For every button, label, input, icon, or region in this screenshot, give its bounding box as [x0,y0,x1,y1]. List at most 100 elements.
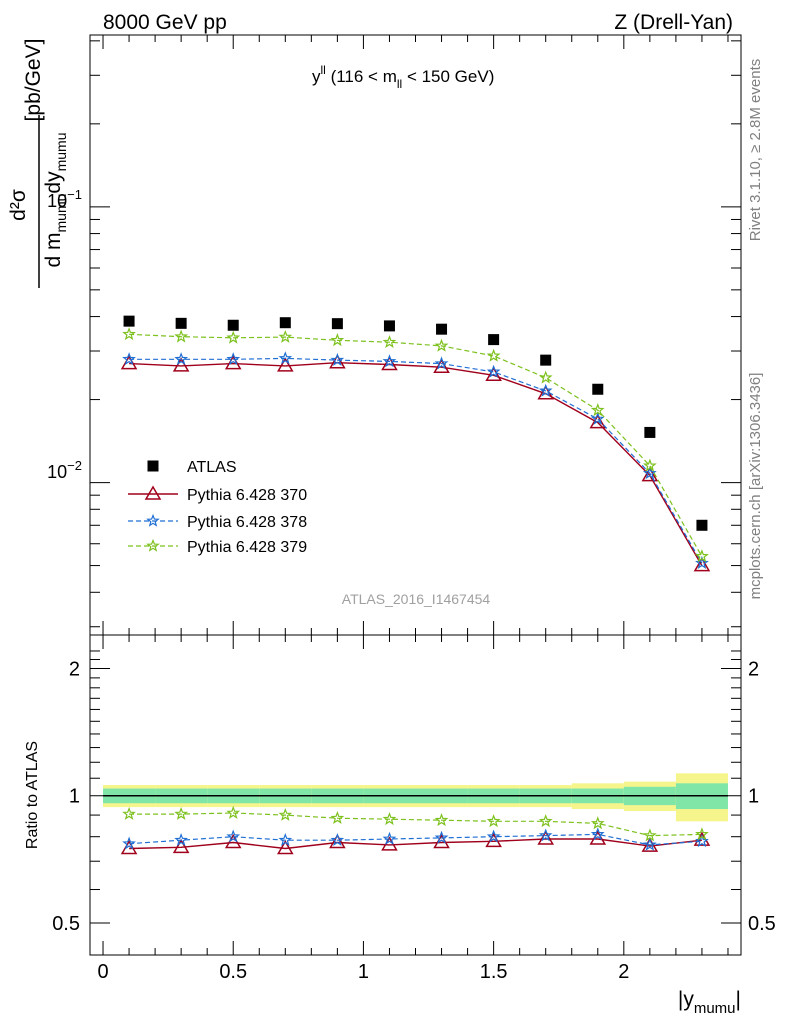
main-series-pythia-6-428-379-point [382,334,397,348]
ratio-series-pythia-6-428-379-point [174,806,189,820]
main-series-pythia-6-428-378-point [330,352,345,367]
ratio-series-pythia-6-428-370-point [589,830,607,845]
main-series-group [120,315,711,572]
ratio-axis-ticks [90,635,741,955]
ratio-series-pythia-6-428-378-point [278,833,293,846]
main-series-pythia-6-428-379-point [330,333,345,347]
main-y-label: d²σ d mmumudymumu [pb/GeV] [7,39,69,288]
ratio-ytick-label-right: 1 [748,786,759,808]
ratio-series-pythia-6-428-378-point [226,829,241,843]
ratio-series-pythia-6-428-379-point [538,814,553,828]
legend-label-pythia-6-428-379: Pythia 6.428 379 [187,539,307,556]
main-series-pythia-6-428-370-point [433,358,450,373]
main-series-pythia-6-428-378-point [642,466,657,480]
ratio-ytick-label: 0.5 [52,913,80,935]
main-title: yll (116 < mll < 150 GeV) [312,63,494,91]
ratio-y-label: Ratio to ATLAS [24,741,41,849]
ratio-series-pythia-6-428-379-point [122,806,136,820]
ratio-series-pythia-6-428-378-point [486,829,501,843]
main-series-pythia-6-428-379-point [226,330,241,344]
ratio-series-pythia-6-428-378-point [122,836,136,850]
main-series-pythia-6-428-370-point [693,557,711,572]
ytick-label-0.1: 10−1 [47,187,82,211]
ratio-series-pythia-6-428-370-point [537,830,555,845]
ratio-series-pythia-6-428-370-line [129,838,702,850]
main-series-pythia-6-428-379-point [538,370,553,384]
xtick-label: 0.5 [219,961,247,983]
main-series-pythia-6-428-379-point [590,402,605,417]
main-series-pythia-6-428-378-point [382,354,397,368]
ratio-series-pythia-6-428-370-point [172,838,190,854]
ratio-series-pythia-6-428-379-point [382,811,397,826]
main-series-pythia-6-428-378-point [486,364,501,378]
ratio-series-pythia-6-428-378-point [174,832,189,846]
main-series-pythia-6-428-379-point [174,329,189,343]
ratio-series-pythia-6-428-379-point [486,814,501,828]
legend-marker-pythia-6-428-378 [146,513,160,527]
main-series-atlas-point [488,334,500,346]
main-series-atlas-point [644,426,656,438]
main-series-pythia-6-428-370-point [329,354,346,369]
ratio-series-pythia-6-428-378-point [642,837,657,851]
main-series-pythia-6-428-379-line [129,333,703,557]
main-series-pythia-6-428-370-point [276,357,294,372]
ratio-series-pythia-6-428-370-point [276,840,294,855]
xtick-label: 1.5 [480,961,508,983]
main-series-pythia-6-428-378-point [174,352,189,366]
ratio-series-pythia-6-428-379-point [434,812,449,827]
mcplots-reference: mcplots.cern.ch [arXiv:1306.3436] [747,373,764,600]
ytick-label-0.01: 10−2 [47,458,82,482]
main-series-pythia-6-428-370-point [381,356,398,371]
ratio-ytick-label-right: 0.5 [748,913,776,935]
ratio-series-group [120,805,711,855]
main-series-pythia-6-428-378-line [129,357,703,564]
ratio-series-pythia-6-428-370-point [381,836,398,851]
xtick-label: 1 [358,961,369,983]
main-series-pythia-6-428-370-point [589,414,607,429]
main-series-pythia-6-428-379-point [434,338,449,352]
ratio-series-pythia-6-428-379-point [695,827,709,841]
x-axis-label: |ymumu| [678,988,741,1017]
ratio-series-pythia-6-428-370-point [329,834,346,849]
main-series-atlas-point [383,320,395,332]
main-series-pythia-6-428-370-point [485,366,502,382]
ratio-ytick-label: 2 [69,658,80,680]
main-series-atlas-point [123,315,135,327]
ratio-series-pythia-6-428-378-point [538,828,553,842]
ratio-series-pythia-6-428-378-point [434,830,449,844]
x-tick-labels: 0 0.5 1 1.5 2 [97,961,629,983]
ratio-series-pythia-6-428-379-point [642,828,657,842]
main-series-pythia-6-428-378-point [538,383,553,397]
legend-label-atlas: ATLAS [187,459,237,476]
ratio-series-pythia-6-428-379-point [330,810,345,824]
main-series-atlas-point [175,317,187,329]
main-series-pythia-6-428-378-point [590,411,605,425]
ratio-panel [89,634,742,956]
ratio-series-pythia-6-428-379-line [129,812,702,837]
y-label-unit: [pb/GeV] [22,39,45,122]
main-series-atlas-point [331,318,343,330]
main-series-atlas-point [436,323,448,335]
analysis-id: ATLAS_2016_I1467454 [342,591,491,607]
rivet-version: Rivet 3.1.10, ≥ 2.8M events [747,59,764,242]
legend-marker-pythia-6-428-370 [144,485,162,500]
legend-label-pythia-6-428-370: Pythia 6.428 370 [187,487,307,504]
main-series-atlas-point [227,319,239,331]
ratio-tick-labels: 0.5 0.5 1 1 2 2 [52,658,776,935]
main-series-pythia-6-428-370-point [641,467,659,482]
main-series-pythia-6-428-379-point [642,458,657,472]
header-right: Z (Drell-Yan) [614,11,733,34]
y-label-numerator: d²σ [7,189,30,221]
legend-marker-atlas [147,460,159,472]
ratio-frame [89,634,742,956]
main-axis-ticks [90,35,741,635]
main-series-atlas-point [279,317,291,329]
ratio-series-pythia-6-428-378-point [330,832,345,846]
ratio-uncertainty-band [103,773,728,822]
legend: ATLAS Pythia 6.428 370 Pythia 6.428 378 Pyt… [128,459,307,556]
ratio-series-pythia-6-428-379-point [590,816,605,830]
y-label-denominator: d mmumudymumu [42,132,69,267]
main-series-pythia-6-428-379-point [486,348,501,362]
main-series-pythia-6-428-370-point [172,357,190,372]
legend-marker-pythia-6-428-379 [146,538,160,552]
